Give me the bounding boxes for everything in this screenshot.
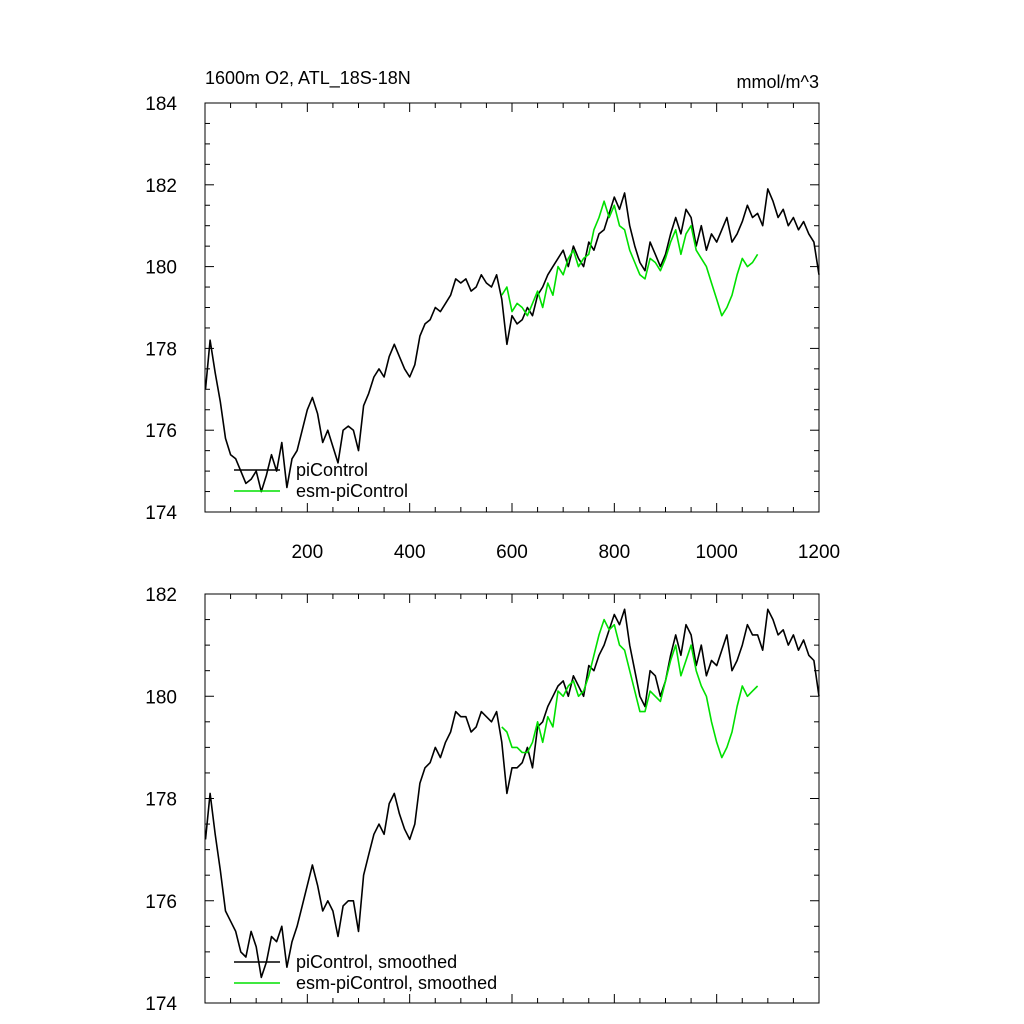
y-tick-label: 176 bbox=[145, 421, 177, 442]
bottom-plot-frame bbox=[204, 593, 820, 1004]
x-tick-label: 1200 bbox=[798, 542, 840, 563]
bottom-axis-ticks bbox=[205, 593, 820, 1004]
legend-label-picontrol: piControl bbox=[296, 460, 368, 480]
x-tick-label: 200 bbox=[291, 542, 323, 563]
x-tick-label: 600 bbox=[496, 542, 528, 563]
y-tick-label: 180 bbox=[145, 687, 177, 708]
top-x-tick-labels: 200 400 600 800 1000 1200 bbox=[291, 542, 840, 563]
y-tick-label: 180 bbox=[145, 258, 177, 279]
top-series-lines bbox=[204, 188, 820, 493]
bottom-legend: piControl, smoothed esm-piControl, smoot… bbox=[234, 952, 497, 993]
x-tick-label: 1000 bbox=[696, 542, 738, 563]
series-line-esm-picontrol bbox=[501, 200, 759, 317]
y-tick-label: 182 bbox=[145, 176, 177, 197]
y-tick-label: 184 bbox=[145, 94, 177, 115]
series-line-esm-picontrol-smoothed bbox=[501, 618, 759, 759]
x-tick-label: 400 bbox=[394, 542, 426, 563]
legend-label-esm-picontrol-smoothed: esm-piControl, smoothed bbox=[296, 973, 497, 993]
bottom-panel: 174 176 178 180 182 piControl, smoothed esm-… bbox=[145, 585, 820, 1015]
y-tick-label: 174 bbox=[145, 994, 177, 1015]
top-legend: piControl esm-piControl bbox=[234, 460, 408, 501]
bottom-series-lines bbox=[204, 608, 820, 979]
legend-label-esm-picontrol: esm-piControl bbox=[296, 481, 408, 501]
y-tick-label: 178 bbox=[145, 790, 177, 811]
legend-label-picontrol-smoothed: piControl, smoothed bbox=[296, 952, 457, 972]
y-tick-label: 174 bbox=[145, 503, 177, 524]
y-tick-label: 178 bbox=[145, 339, 177, 360]
x-tick-label: 800 bbox=[598, 542, 630, 563]
series-line-picontrol bbox=[204, 188, 820, 493]
chart-title: 1600m O2, ATL_18S-18N bbox=[205, 68, 411, 89]
series-line-picontrol-smoothed bbox=[204, 608, 820, 979]
y-tick-label: 176 bbox=[145, 892, 177, 913]
y-tick-label: 182 bbox=[145, 585, 177, 606]
units-label: mmol/m^3 bbox=[737, 72, 819, 92]
top-y-tick-labels: 174 176 178 180 182 184 bbox=[145, 94, 177, 524]
bottom-y-tick-labels: 174 176 178 180 182 bbox=[145, 585, 177, 1015]
